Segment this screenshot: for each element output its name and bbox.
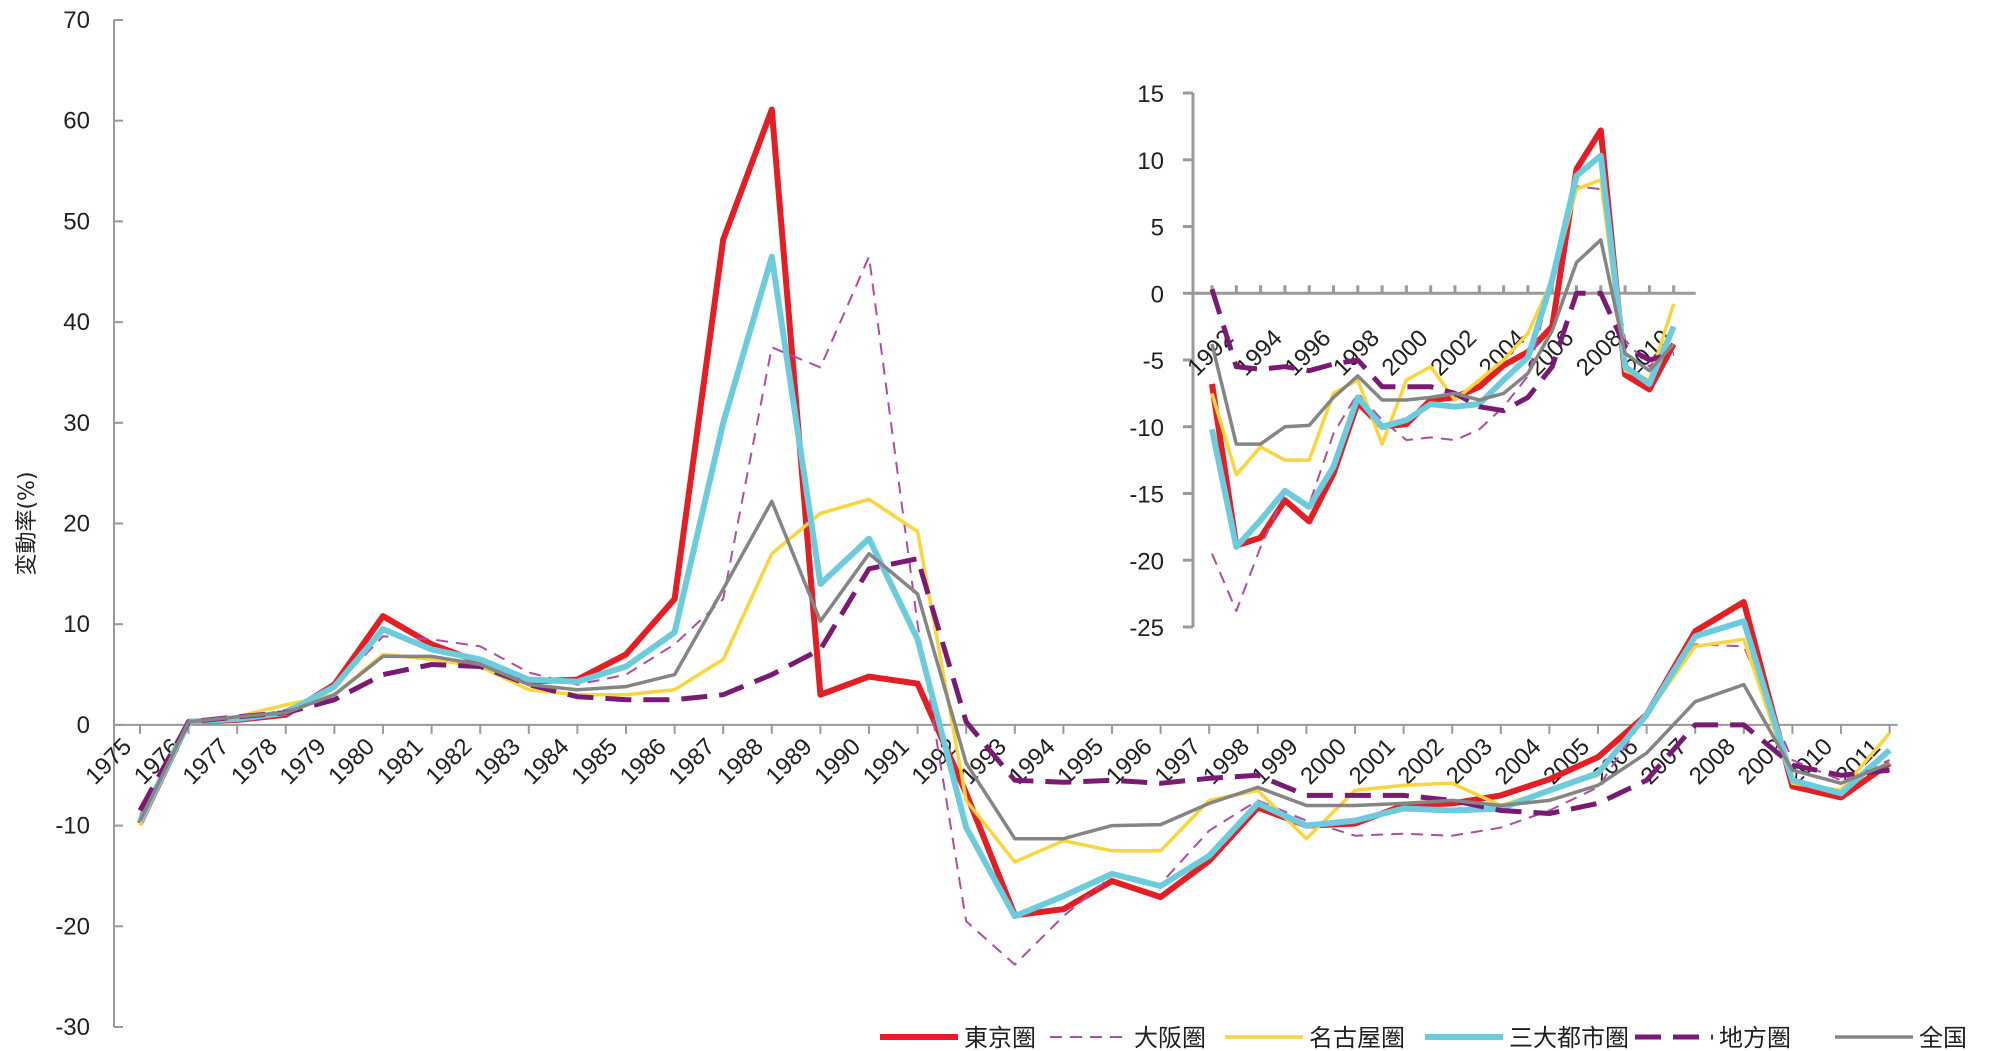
main-x-tick-label: 1998 <box>1198 733 1255 790</box>
legend: 東京圏 大阪圏 名古屋圏 三大都市圏 地方圏 全国 <box>880 1024 1967 1051</box>
inset-series-4 <box>1209 152 1677 550</box>
main-y-tick-label: 10 <box>63 611 90 638</box>
main-series-6 <box>138 499 1891 841</box>
main-x-tick-label: 1988 <box>712 733 769 790</box>
inset-series-6 <box>1210 238 1675 446</box>
inset-y-tick-label: -15 <box>1129 482 1164 509</box>
main-y-tick-label: 60 <box>63 108 90 135</box>
main-x-tick-label: 2008 <box>1684 733 1741 790</box>
main-x-tick-label: 1983 <box>469 733 526 790</box>
legend-label: 全国 <box>1919 1024 1967 1051</box>
main-series-2 <box>139 255 1890 966</box>
inset-series-1 <box>1209 127 1677 549</box>
inset-x-tick-label: 1992 <box>1182 325 1239 382</box>
main-y-tick-label: 40 <box>63 309 90 336</box>
main-y-tick-label: 30 <box>63 410 90 437</box>
main-series-4 <box>137 253 1892 920</box>
main-x-tick-label: 1987 <box>663 733 720 790</box>
main-x-tick-label: 1984 <box>518 733 575 790</box>
main-x-tick-label: 1986 <box>615 733 672 790</box>
main-x-tick-label: 2000 <box>1295 733 1352 790</box>
main-x-tick-label: 1991 <box>858 733 915 790</box>
inset-y-tick-label: -25 <box>1129 615 1164 642</box>
main-x-tick-label: 1989 <box>761 733 818 790</box>
inset-y-tick-label: 0 <box>1151 281 1164 308</box>
main-x-tick-label: 1985 <box>566 733 623 790</box>
legend-label: 大阪圏 <box>1134 1024 1206 1051</box>
legend-label: 三大都市圏 <box>1509 1024 1629 1051</box>
main-y-tick-label: 20 <box>63 511 90 538</box>
inset-series-5 <box>1209 288 1675 414</box>
inset-x-tick-label: 2000 <box>1377 325 1434 382</box>
main-x-tick-label: 1990 <box>809 733 866 790</box>
main-chart: -30-20-100102030405060701975197619771978… <box>15 7 1898 1041</box>
main-y-tick-label: 50 <box>63 208 90 235</box>
main-x-tick-label: 1978 <box>226 733 283 790</box>
main-x-tick-label: 2003 <box>1441 733 1498 790</box>
legend-label: 東京圏 <box>964 1024 1036 1051</box>
main-x-tick-label: 1979 <box>275 733 332 790</box>
main-y-tick-label: -30 <box>55 1014 90 1041</box>
main-y-tick-label: 70 <box>63 7 90 34</box>
main-x-tick-label: 1975 <box>80 733 137 790</box>
inset-y-tick-label: 10 <box>1137 148 1164 175</box>
inset-y-tick-label: 5 <box>1151 215 1164 242</box>
inset-y-tick-label: -10 <box>1129 415 1164 442</box>
main-x-tick-label: 2001 <box>1344 733 1401 790</box>
inset-x-tick-label: 1998 <box>1328 325 1385 382</box>
main-series-3 <box>138 497 1891 864</box>
inset-chart: -25-20-15-10-505101519921994199619982000… <box>1129 81 1696 642</box>
main-y-tick-label: -10 <box>55 813 90 840</box>
main-y-tick-label: 0 <box>77 712 90 739</box>
main-y-tick-label: -20 <box>55 913 90 940</box>
legend-label: 地方圏 <box>1719 1024 1791 1051</box>
main-series-5 <box>137 556 1890 816</box>
inset-y-tick-label: 15 <box>1137 81 1164 108</box>
main-series-1 <box>137 106 1892 919</box>
main-y-axis-label: 変動率(%) <box>15 471 40 575</box>
main-x-tick-label: 1980 <box>323 733 380 790</box>
main-x-tick-label: 1982 <box>420 733 477 790</box>
inset-series-2 <box>1211 185 1675 612</box>
inset-series-3 <box>1210 178 1676 477</box>
inset-y-tick-label: -20 <box>1129 548 1164 575</box>
main-x-tick-label: 1977 <box>177 733 234 790</box>
main-x-tick-label: 1981 <box>372 733 429 790</box>
inset-y-tick-label: -5 <box>1143 348 1164 375</box>
inset-x-tick-label: 1994 <box>1231 325 1288 382</box>
main-x-tick-label: 2002 <box>1392 733 1449 790</box>
legend-label: 名古屋圏 <box>1309 1024 1405 1051</box>
